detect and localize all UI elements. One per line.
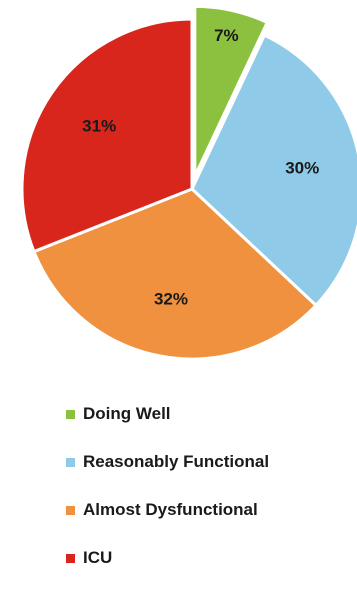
legend-swatch-icu (66, 553, 75, 563)
pie-slice-labels: 7% 30% 32% 31% (82, 26, 319, 309)
legend-item-icu: ICU (66, 546, 269, 570)
legend-label: Almost Dysfunctional (83, 500, 258, 519)
pie-data-label-icu: 31% (82, 116, 116, 135)
pie-chart: 7% 30% 32% 31% Doing Well Reasonably Functi… (20, 4, 357, 567)
pie-data-label-almost-dysfunctional: 32% (154, 290, 188, 309)
legend-label: Doing Well (83, 404, 171, 423)
legend-label: Reasonably Functional (83, 452, 270, 471)
pie-slice-almost-dysfunctional (32, 187, 318, 361)
legend-swatch-almost-dysfunctional (66, 505, 75, 515)
pie-slices (20, 4, 357, 361)
legend-swatch-reasonably-functional (66, 457, 75, 467)
pie-data-label-doing-well: 7% (214, 26, 239, 45)
pie-chart-svg: 7% 30% 32% 31% (20, 4, 357, 361)
legend-label: ICU (83, 548, 113, 567)
pie-slice-reasonably-functional (190, 33, 357, 307)
legend-item-reasonably-functional: Reasonably Functional (66, 450, 269, 474)
legend-item-doing-well: Doing Well (66, 402, 269, 426)
legend-item-almost-dysfunctional: Almost Dysfunctional (66, 498, 269, 522)
pie-slice-doing-well (193, 4, 269, 178)
chart-legend: Doing Well Reasonably Functional Almost … (66, 402, 269, 594)
pie-data-label-reasonably-functional: 30% (285, 158, 319, 177)
pie-slice-icu (20, 17, 194, 254)
legend-swatch-doing-well (66, 409, 75, 419)
